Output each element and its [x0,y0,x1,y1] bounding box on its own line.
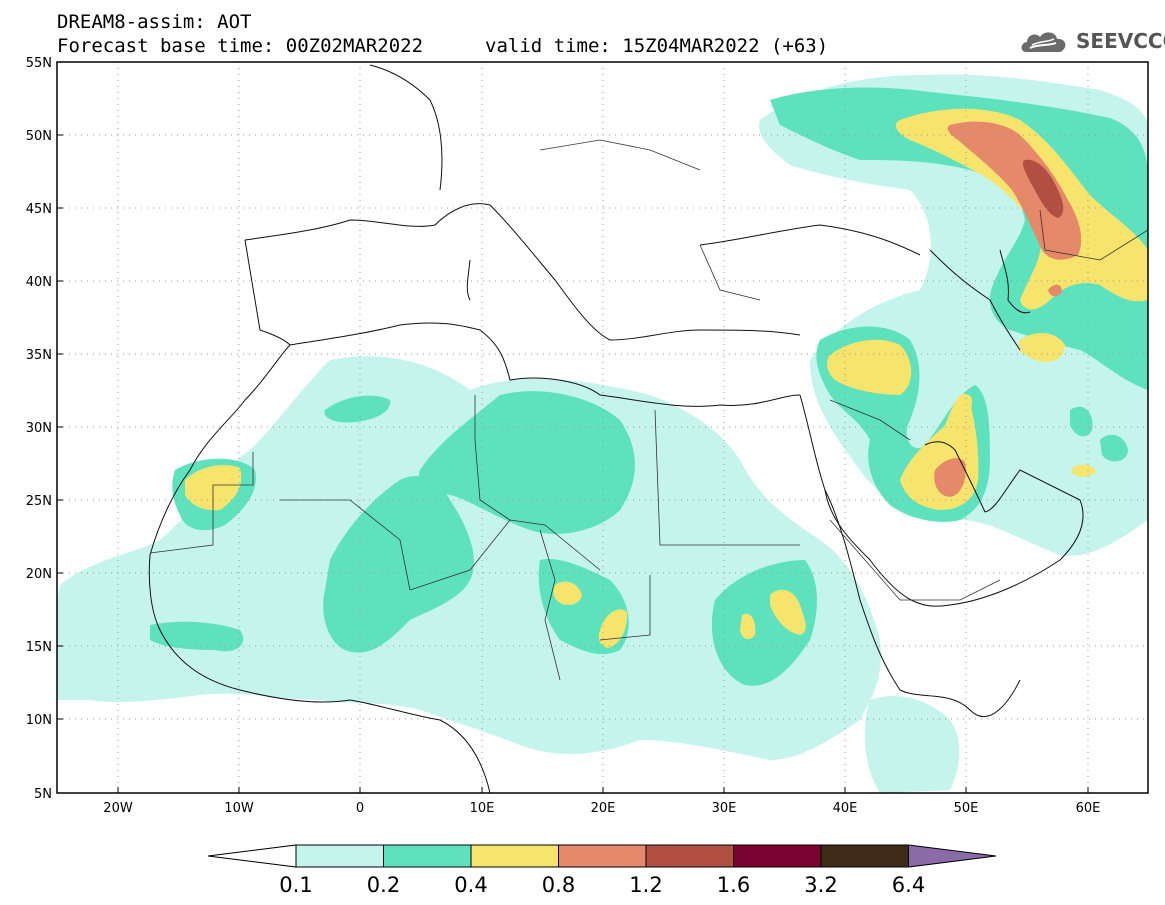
lon-label: 60E [1076,801,1101,816]
lat-label: 5N [34,787,52,802]
lat-label: 10N [26,713,52,728]
aot-level-0-8 [934,121,1082,497]
colorbar-label: 0.2 [367,873,400,897]
ticks [57,61,1089,794]
aot-level-1-2 [1022,159,1064,218]
colorbar-label: 1.2 [629,873,662,897]
lat-label: 30N [26,421,52,436]
lat-label: 35N [26,348,52,363]
colorbar-bin [295,844,384,868]
colorbar: 0.1 0.2 0.4 0.8 1.2 1.6 3.2 6.4 [207,844,997,897]
colorbar-bin [470,844,559,868]
colorbar-label: 1.6 [717,873,750,897]
colorbar-bin [383,844,472,868]
lat-labels: 55N 50N 45N 40N 35N 30N 25N 20N 15N 10N … [26,56,52,802]
colorbar-label: 3.2 [804,873,837,897]
colorbar-over-arrow [908,844,997,868]
colorbar-under-arrow [207,844,297,868]
lat-label: 55N [26,56,52,71]
lat-label: 45N [26,202,52,217]
colorbar-label: 0.4 [454,873,487,897]
colorbar-bin [558,844,647,868]
lon-label: 0 [356,801,364,816]
aot-field [57,74,1148,793]
lon-label: 10W [224,801,254,816]
colorbar-label: 6.4 [892,873,925,897]
lon-label: 20W [103,801,133,816]
lon-labels: 20W 10W 0 10E 20E 30E 40E 50E 60E [103,801,1100,816]
colorbar-label: 0.8 [542,873,575,897]
forecast-base-time: Forecast base time: 00Z02MAR2022 [57,35,424,57]
lat-label: 15N [26,640,52,655]
valid-time: valid time: 15Z04MAR2022 (+63) [485,35,829,57]
borders [149,139,1148,681]
lat-label: 25N [26,494,52,509]
map-title: DREAM8-assim: AOT [57,11,252,33]
lon-label: 20E [591,801,616,816]
seevccc-logo: SEEVCCC [1018,26,1165,56]
lat-label: 50N [26,129,52,144]
lon-label: 30E [712,801,737,816]
lon-label: 10E [470,801,495,816]
colorbar-bin [645,844,734,868]
logo-text: SEEVCCC [1076,29,1165,53]
colorbar-label: 0.1 [279,873,312,897]
lon-label: 50E [954,801,979,816]
lat-label: 20N [26,567,52,582]
colorbar-bin [733,844,822,868]
lat-label: 40N [26,275,52,290]
cloud-logo-icon [1021,32,1066,52]
lon-label: 40E [833,801,858,816]
colorbar-bin [820,844,909,868]
coastlines [148,64,1084,793]
colorbar-labels: 0.1 0.2 0.4 0.8 1.2 1.6 3.2 6.4 [279,873,925,897]
